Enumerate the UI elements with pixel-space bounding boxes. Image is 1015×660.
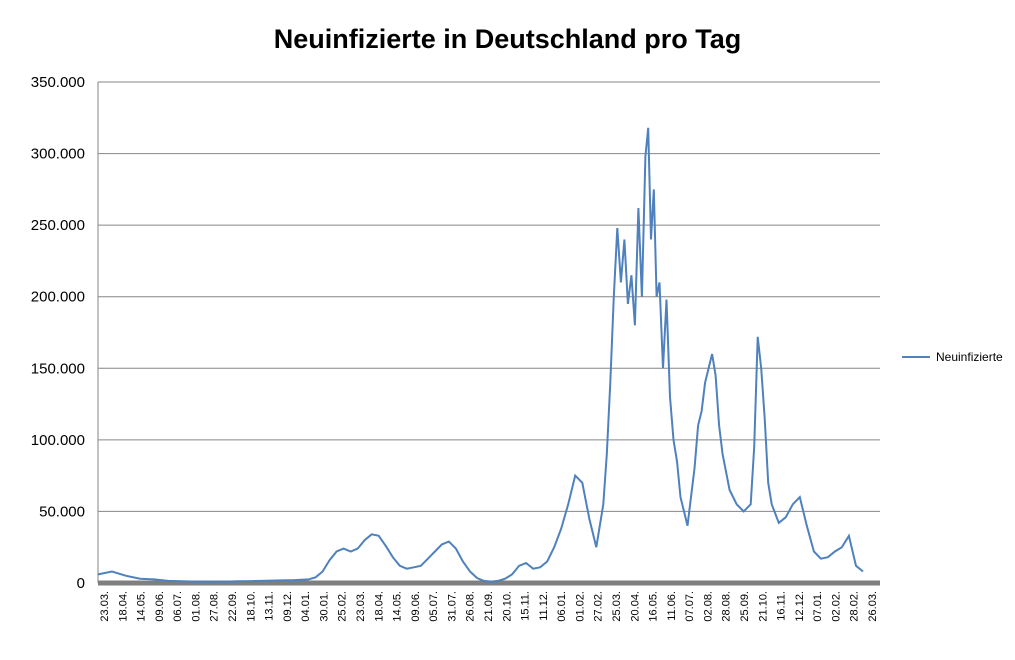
grid (97, 81, 880, 586)
x-tick-label: 14.05. (136, 591, 148, 622)
x-tick-label: 07.01. (812, 591, 824, 622)
x-tick-label: 31.07. (446, 591, 458, 622)
y-tick-label: 300.000 (31, 146, 85, 163)
y-tick-labels: 0 50.000 100.000 150.000 200.000 250.000 300.0… (31, 74, 85, 592)
x-tick-label: 01.02. (574, 591, 586, 622)
y-tick-label: 100.000 (31, 432, 85, 449)
x-tick-label: 28.02. (849, 591, 861, 622)
x-tick-label: 14.05. (392, 591, 404, 622)
x-tick-label: 18.04. (117, 591, 129, 622)
x-tick-label: 23.03. (355, 591, 367, 622)
x-tick-label: 25.09. (739, 591, 751, 622)
legend-swatch (902, 356, 930, 358)
x-tick-label: 27.08. (209, 591, 221, 622)
y-tick-label: 50.000 (39, 503, 85, 520)
x-tick-label: 25.03. (611, 591, 623, 622)
x-tick-labels: 23.03. 18.04. 14.05. 09.06. 06.07. 01.08. 27.0… (99, 591, 879, 622)
x-tick-label: 13.11. (264, 591, 276, 621)
x-tick-label: 05.07. (428, 591, 440, 622)
x-tick-label: 22.09. (227, 591, 239, 622)
x-tick-label: 28.08. (721, 591, 733, 622)
x-tick-label: 11.06. (666, 591, 678, 621)
x-tick-label: 26.08. (465, 591, 477, 622)
x-tick-label: 01.08. (190, 591, 202, 622)
x-tick-label: 23.03. (99, 591, 111, 622)
x-tick-label: 09.12. (282, 591, 294, 622)
x-tick-label: 27.02. (593, 591, 605, 622)
x-tick-label: 06.07. (172, 591, 184, 622)
x-tick-label: 12.12. (794, 591, 806, 622)
y-tick-label: 200.000 (31, 289, 85, 306)
y-tick-label: 350.000 (31, 74, 85, 91)
x-tick-label: 20.04. (629, 591, 641, 622)
x-tick-label: 06.01. (556, 591, 568, 622)
x-tick-label: 16.11. (776, 591, 788, 621)
x-tick-label: 21.10. (757, 591, 769, 622)
x-tick-label: 09.06. (154, 591, 166, 622)
x-tick-label: 07.07. (684, 591, 696, 622)
x-tick-label: 26.03. (867, 591, 879, 622)
x-tick-label: 02.08. (702, 591, 714, 622)
x-tick-label: 02.02. (830, 591, 842, 622)
x-tick-label: 16.05. (648, 591, 660, 622)
x-tick-label: 18.04. (373, 591, 385, 622)
x-tick-label: 04.01. (300, 591, 312, 622)
y-tick-label: 150.000 (31, 360, 85, 377)
chart-title: Neuinfizierte in Deutschland pro Tag (273, 24, 742, 54)
x-tick-label: 20.10. (501, 591, 513, 622)
legend-label: Neuinfizierte (936, 350, 1003, 364)
legend: Neuinfizierte (902, 350, 1003, 364)
x-tick-label: 09.06. (410, 591, 422, 622)
x-tick-label: 30.01. (318, 591, 330, 622)
x-tick-label: 25.02. (337, 591, 349, 622)
x-tick-label: 21.09. (483, 591, 495, 622)
series-line-neuinfizierte (97, 127, 864, 583)
x-tick-label: 18.10. (245, 591, 257, 622)
x-tick-label: 15.11. (520, 591, 532, 621)
y-tick-label: 250.000 (31, 217, 85, 234)
y-tick-label: 0 (77, 575, 85, 592)
x-tick-label: 11.12. (538, 591, 550, 621)
